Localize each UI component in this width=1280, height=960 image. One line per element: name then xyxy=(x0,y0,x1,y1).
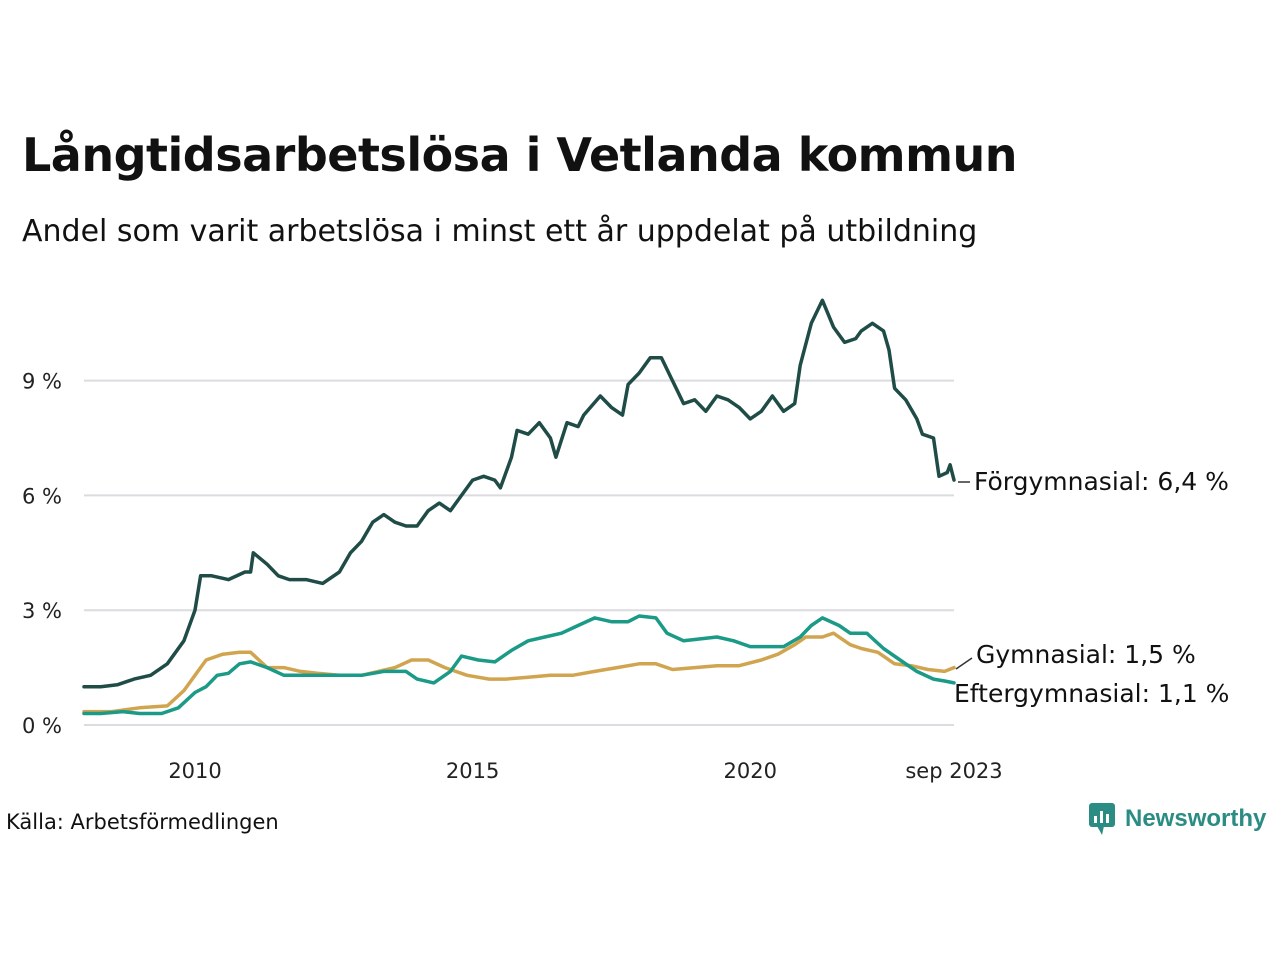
brand-logo: Newsworthy xyxy=(1088,802,1266,836)
series-end-label: Gymnasial: 1,5 % xyxy=(976,640,1196,669)
x-tick-label: sep 2023 xyxy=(905,759,1002,783)
x-tick-label: 2015 xyxy=(446,759,499,783)
source-note: Källa: Arbetsförmedlingen xyxy=(6,810,279,834)
y-tick-label: 6 % xyxy=(22,484,62,508)
x-tick-label: 2010 xyxy=(168,759,221,783)
series-layer xyxy=(82,298,956,716)
newsworthy-logo-icon xyxy=(1089,803,1115,835)
y-tick-label: 9 % xyxy=(22,370,62,394)
brand-name: Newsworthy xyxy=(1125,805,1267,832)
grid-layer xyxy=(84,379,954,726)
series-line-eftergymnasial xyxy=(82,614,956,716)
x-axis: 2010 2015 2020 sep 2023 xyxy=(168,759,1002,783)
series-line-gymnasial xyxy=(82,631,956,714)
label-connector xyxy=(955,657,973,670)
y-tick-label: 3 % xyxy=(22,599,62,623)
series-end-labels: Förgymnasial: 6,4 % Gymnasial: 1,5 % Efter… xyxy=(954,467,1229,708)
x-tick-label: 2020 xyxy=(724,759,777,783)
y-tick-label: 0 % xyxy=(22,714,62,738)
series-line-förgymnasial xyxy=(82,298,956,689)
series-end-label: Eftergymnasial: 1,1 % xyxy=(954,679,1229,708)
y-axis: 0 % 3 % 6 % 9 % xyxy=(22,370,62,738)
chart-title: Långtidsarbetslösa i Vetlanda kommun xyxy=(22,128,1018,182)
chart-subtitle: Andel som varit arbetslösa i minst ett å… xyxy=(22,214,978,249)
series-end-label: Förgymnasial: 6,4 % xyxy=(974,467,1229,496)
